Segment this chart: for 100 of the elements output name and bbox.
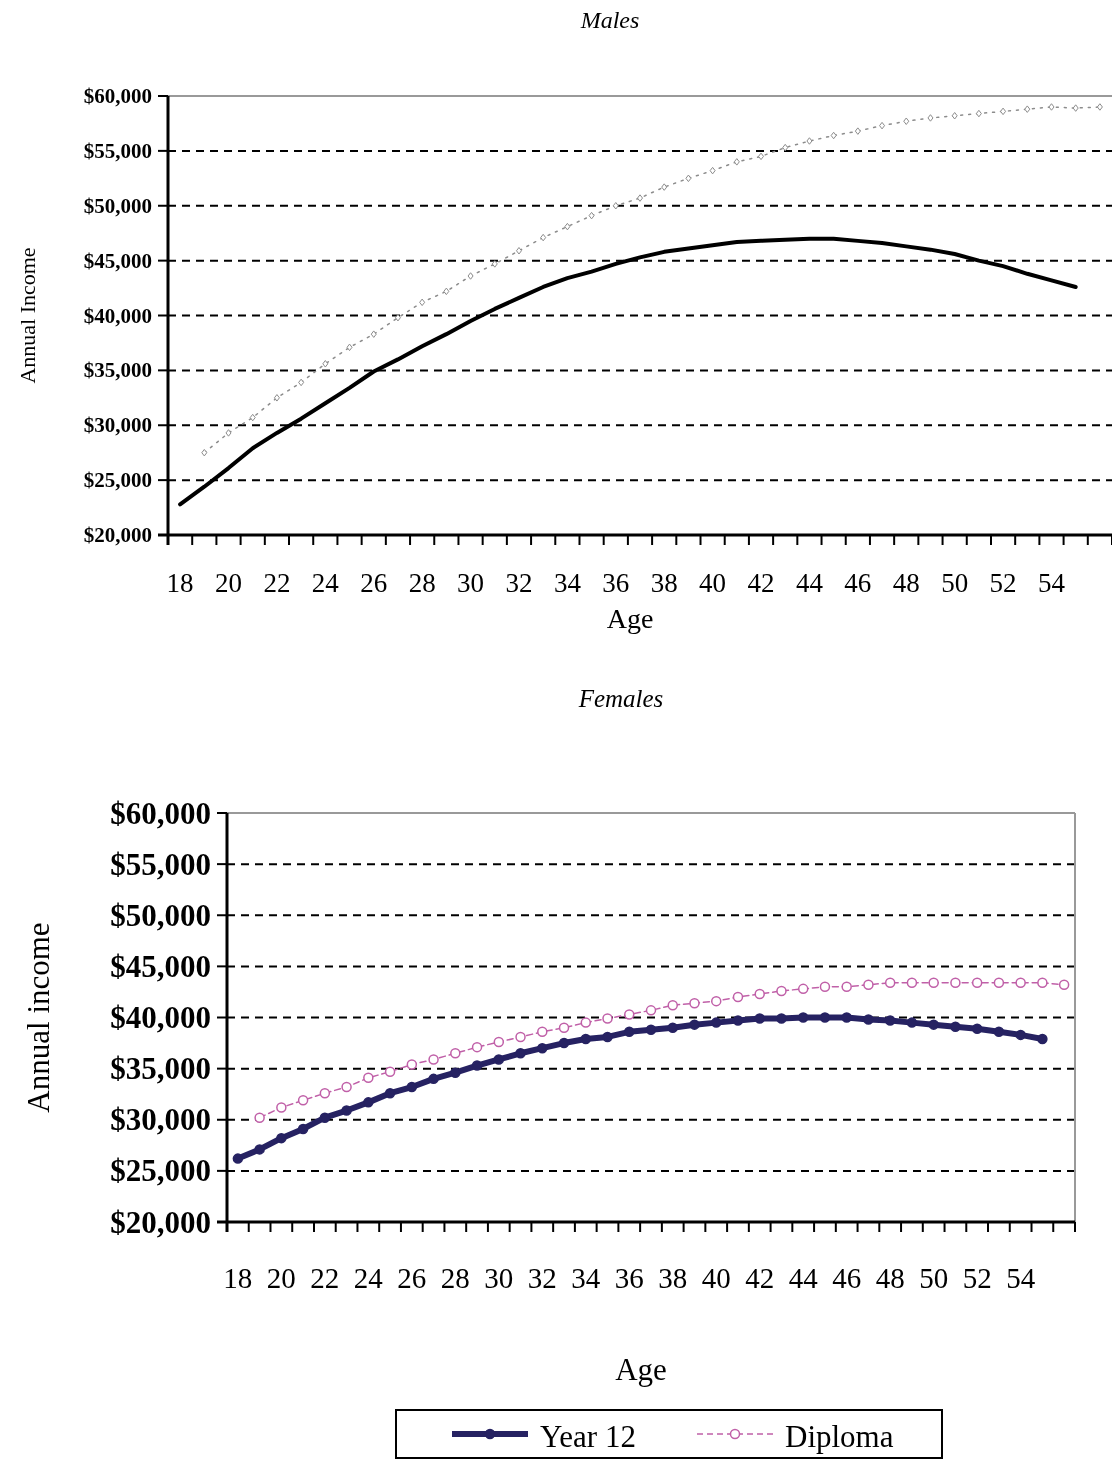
y-tick-label: $45,000: [110, 948, 211, 984]
point: [297, 1123, 309, 1135]
point: [830, 131, 837, 140]
x-tick-label: 54: [1006, 1262, 1036, 1294]
point: [797, 983, 809, 995]
point: [1048, 103, 1055, 111]
point: [319, 1087, 331, 1099]
point: [754, 988, 765, 1000]
point: [819, 981, 831, 993]
x-tick-label: 50: [941, 568, 969, 598]
x-tick-label: 36: [614, 1262, 644, 1294]
point: [297, 1095, 309, 1106]
point: [471, 1041, 483, 1053]
x-tick-label: 42: [745, 1262, 775, 1294]
chart-title: Females: [577, 685, 664, 712]
x-tick-label: 52: [989, 568, 1017, 598]
point: [685, 174, 692, 183]
x-tick-label: 30: [457, 568, 485, 598]
point: [515, 247, 522, 255]
point: [419, 298, 426, 307]
point: [903, 117, 910, 125]
y-tick-label: $40,000: [110, 1000, 211, 1035]
point: [928, 977, 939, 988]
point: [906, 977, 918, 988]
point: [667, 999, 678, 1011]
x-tick-label: 46: [844, 568, 872, 598]
x-axis-title: Age: [615, 1352, 667, 1387]
point: [1037, 977, 1048, 988]
point: [232, 1153, 244, 1164]
x-tick-label: 48: [892, 568, 920, 598]
point: [689, 1019, 700, 1030]
point: [346, 343, 353, 352]
x-tick-label: 44: [788, 1262, 819, 1294]
point: [493, 1054, 505, 1065]
point: [733, 158, 740, 166]
y-tick-label: $45,000: [83, 248, 152, 273]
y-tick-label: $20,000: [83, 523, 152, 547]
y-tick-label: $55,000: [83, 138, 152, 163]
point: [884, 1015, 896, 1026]
chart-title: Males: [579, 7, 640, 33]
point: [450, 1067, 461, 1078]
y-tick-label: $50,000: [83, 193, 152, 218]
point: [732, 1015, 744, 1026]
x-tick-label: 22: [263, 568, 291, 598]
point: [249, 413, 256, 422]
point: [602, 1013, 613, 1024]
point: [951, 112, 958, 120]
point: [491, 260, 498, 268]
point: [637, 194, 643, 202]
point: [863, 1014, 874, 1025]
point: [558, 1037, 570, 1049]
point: [906, 1017, 918, 1028]
point: [758, 152, 765, 161]
point: [645, 1005, 657, 1016]
point: [732, 991, 744, 1003]
y-tick-label: $35,000: [110, 1051, 211, 1087]
point: [467, 272, 474, 280]
point: [443, 287, 450, 296]
point: [950, 977, 961, 988]
point: [1058, 979, 1070, 991]
x-tick-label: 54: [1037, 568, 1066, 598]
point: [624, 1026, 635, 1038]
point: [493, 1036, 505, 1048]
point: [689, 997, 700, 1009]
point: [1072, 104, 1079, 112]
x-tick-label: 22: [310, 1262, 340, 1294]
point: [602, 1031, 613, 1043]
point: [276, 1132, 287, 1144]
x-tick-label: 28: [408, 568, 436, 598]
x-tick-label: 38: [650, 568, 678, 598]
x-tick-label: 20: [215, 568, 243, 598]
point: [428, 1054, 439, 1065]
point: [406, 1081, 418, 1093]
point: [645, 1024, 657, 1036]
x-tick-label: 34: [553, 568, 582, 598]
point: [1000, 107, 1007, 116]
x-tick-label: 40: [699, 568, 727, 598]
point: [884, 977, 896, 988]
point: [993, 1026, 1005, 1038]
y-tick-label: $25,000: [83, 468, 152, 493]
point: [363, 1072, 374, 1084]
point: [709, 166, 716, 175]
point: [558, 1022, 570, 1033]
point: [363, 1097, 374, 1108]
y-axis-title: Annual income: [21, 922, 57, 1113]
point: [1015, 1029, 1026, 1041]
point: [971, 977, 983, 988]
y-tick-label: $30,000: [83, 413, 152, 438]
y-tick-label: $60,000: [110, 795, 211, 831]
point: [588, 211, 595, 220]
x-tick-label: 28: [440, 1262, 470, 1294]
y-tick-label: $60,000: [83, 84, 152, 108]
point: [298, 378, 305, 387]
x-tick-label: 26: [397, 1262, 427, 1294]
point: [254, 1112, 265, 1123]
point: [624, 1009, 635, 1020]
x-tick-label: 38: [658, 1262, 688, 1294]
point: [394, 313, 401, 322]
point: [612, 202, 619, 210]
x-tick-label: 26: [360, 568, 388, 598]
